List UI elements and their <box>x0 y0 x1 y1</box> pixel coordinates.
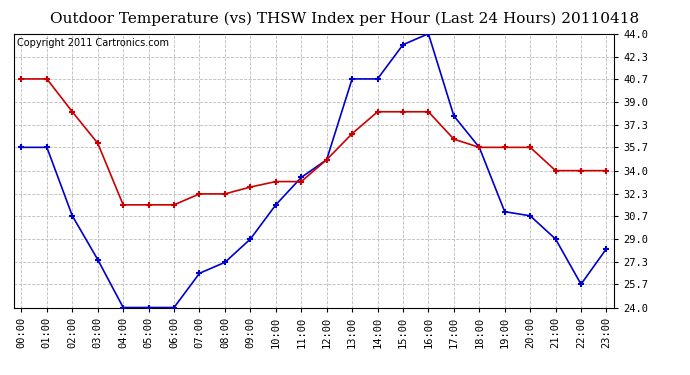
Text: Copyright 2011 Cartronics.com: Copyright 2011 Cartronics.com <box>17 38 169 48</box>
Text: Outdoor Temperature (vs) THSW Index per Hour (Last 24 Hours) 20110418: Outdoor Temperature (vs) THSW Index per … <box>50 11 640 26</box>
